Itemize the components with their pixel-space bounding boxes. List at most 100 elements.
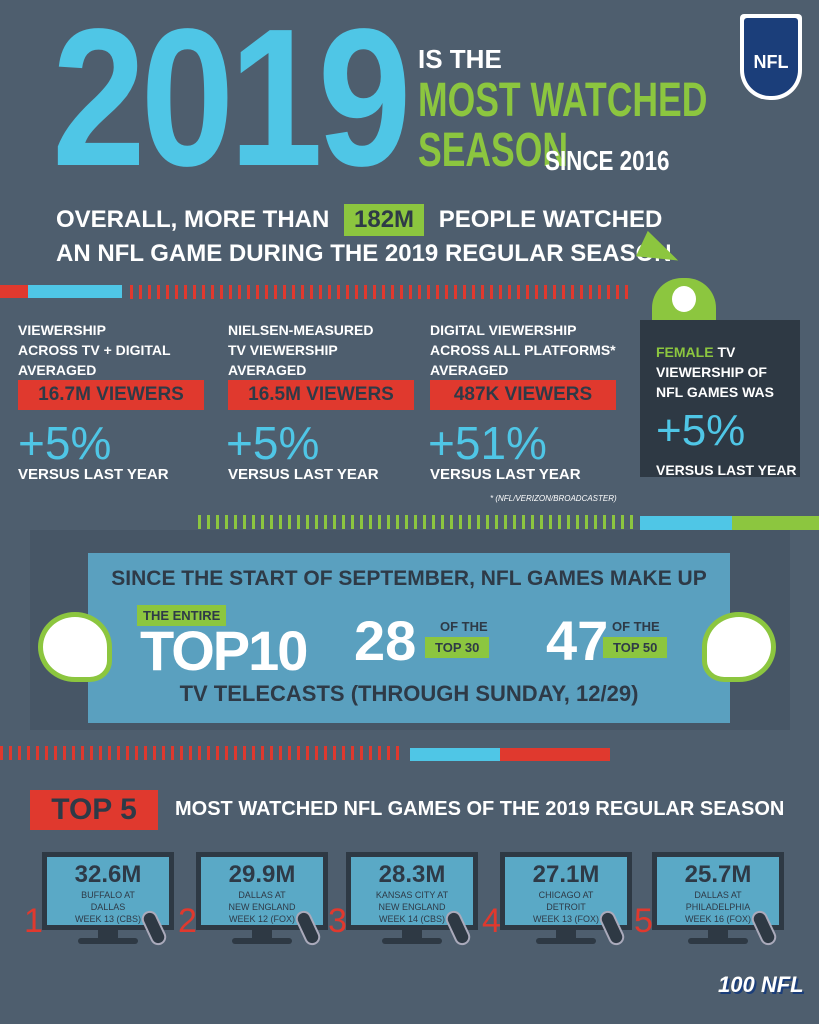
nfl-logo-text: NFL (744, 18, 798, 96)
divider-ticks (198, 515, 634, 529)
telecasts-band: SINCE THE START OF SEPTEMBER, NFL GAMES … (88, 553, 730, 723)
game-rank: 1 (24, 902, 43, 940)
game-viewers: 27.1M (532, 861, 600, 888)
tv-base (536, 938, 596, 944)
versus-label: VERSUS LAST YEAR (228, 466, 379, 483)
top30-count: 28 (354, 609, 417, 672)
divider-stripe (732, 516, 819, 530)
helmet-icon-left (38, 612, 112, 682)
change-value: +5% (226, 417, 320, 469)
tv-card: 25.7M DALLAS AT PHILADELPHIA WEEK 16 (FO… (634, 852, 784, 952)
stat-label: ACROSS TV + DIGITAL (18, 342, 171, 358)
top50-count: 47 (546, 609, 609, 672)
top5-badge: TOP 5 (30, 790, 158, 830)
game-rank: 2 (178, 902, 197, 940)
tv-base (78, 938, 138, 944)
year-title: 2019 (52, 0, 412, 207)
summary-line-1: OVERALL, MORE THAN 182M PEOPLE WATCHED (56, 204, 662, 236)
summary-highlight: 182M (344, 204, 425, 236)
game-week: WEEK 13 (CBS) (74, 914, 141, 924)
change-value: +51% (428, 417, 547, 469)
helmet-icon-right (702, 612, 776, 682)
divider-stripe (28, 285, 122, 298)
tv-card: 28.3M KANSAS CITY AT NEW ENGLAND WEEK 14… (328, 852, 478, 952)
season-text: SEASON (418, 124, 569, 177)
divider-ticks (0, 746, 405, 760)
viewers-badge: 16.5M VIEWERS (228, 380, 414, 410)
tv-stand (252, 930, 272, 938)
game-matchup: CHICAGO AT (538, 890, 594, 900)
female-versus: VERSUS LAST YEAR (656, 462, 797, 478)
tv-base (382, 938, 442, 944)
game-viewers: 29.9M (228, 861, 296, 888)
game-rank: 5 (634, 902, 653, 940)
game-week: WEEK 16 (FOX) (684, 914, 751, 924)
tv-stand (98, 930, 118, 938)
game-week: WEEK 14 (CBS) (378, 914, 445, 924)
band-headline: SINCE THE START OF SEPTEMBER, NFL GAMES … (111, 567, 707, 590)
tv-stand (556, 930, 576, 938)
stat-label: ACROSS ALL PLATFORMS* (430, 342, 616, 358)
female-label: TV (717, 344, 736, 360)
game-viewers: 32.6M (74, 861, 142, 888)
tv-screen: 27.1M CHICAGO AT DETROIT WEEK 13 (FOX) (505, 857, 627, 925)
nfl-100-logo: 100 NFL (718, 966, 804, 1000)
tv-card: 29.9M DALLAS AT NEW ENGLAND WEEK 12 (FOX… (178, 852, 328, 952)
game-rank: 4 (482, 902, 501, 940)
divider-stripe (500, 748, 610, 761)
game-matchup: KANSAS CITY AT (375, 890, 449, 900)
game-matchup: PHILADELPHIA (685, 902, 751, 912)
stat-label: AVERAGED (228, 362, 307, 378)
divider-stripe (410, 748, 500, 761)
top30-badge: TOP 30 (425, 637, 490, 658)
female-change: +5% (656, 406, 746, 455)
top50-badge: TOP 50 (603, 637, 668, 658)
tv-stand (402, 930, 422, 938)
tv-base (688, 938, 748, 944)
game-matchup: DALLAS AT (238, 890, 286, 900)
band-footer: TV TELECASTS (THROUGH SUNDAY, 12/29) (179, 681, 639, 706)
game-week: WEEK 13 (FOX) (532, 914, 599, 924)
fan-flag-icon (635, 230, 716, 330)
change-value: +5% (18, 417, 112, 469)
stat-label: NIELSEN-MEASURED (228, 322, 374, 338)
female-label: VIEWERSHIP OF (656, 364, 767, 380)
game-week: WEEK 12 (FOX) (228, 914, 295, 924)
versus-label: VERSUS LAST YEAR (430, 466, 581, 483)
versus-label: VERSUS LAST YEAR (18, 466, 169, 483)
viewers-badge: 487K VIEWERS (430, 380, 616, 410)
stat-label: AVERAGED (430, 362, 509, 378)
tv-card: 27.1M CHICAGO AT DETROIT WEEK 13 (FOX) 4 (482, 852, 632, 952)
of-the-label: OF THE (612, 619, 660, 634)
game-matchup: NEW ENGLAND (228, 902, 296, 912)
viewers-badge: 16.7M VIEWERS (18, 380, 204, 410)
footnote: * (NFL/VERIZON/BROADCASTER) (490, 494, 617, 503)
game-matchup: DALLAS AT (694, 890, 742, 900)
female-panel: FEMALE TV VIEWERSHIP OF NFL GAMES WAS +5… (640, 320, 800, 478)
is-the-text: IS THE (418, 44, 502, 74)
entire-badge: THE ENTIRE (137, 605, 227, 626)
summary-post: PEOPLE WATCHED (438, 206, 663, 233)
tv-stand (708, 930, 728, 938)
female-label: NFL GAMES WAS (656, 384, 774, 400)
game-matchup: DALLAS (90, 902, 126, 912)
summary-line-2: AN NFL GAME DURING THE 2019 REGULAR SEAS… (56, 240, 672, 267)
top5-title: MOST WATCHED NFL GAMES OF THE 2019 REGUL… (175, 798, 785, 820)
tv-card: 32.6M BUFFALO AT DALLAS WEEK 13 (CBS) 1 (24, 852, 174, 952)
divider-stripe (640, 516, 732, 530)
divider-ticks (130, 285, 630, 299)
game-viewers: 25.7M (684, 861, 752, 888)
summary-pre: OVERALL, MORE THAN (56, 206, 330, 233)
top10-text: TOP10 (140, 619, 308, 682)
stat-label: AVERAGED (18, 362, 97, 378)
stat-label: TV VIEWERSHIP (228, 342, 338, 358)
nfl-100-text: 100 NFL (718, 972, 804, 997)
tv-base (232, 938, 292, 944)
stat-label: VIEWERSHIP (18, 322, 106, 338)
divider-stripe (0, 285, 28, 298)
game-viewers: 28.3M (378, 861, 446, 888)
game-rank: 3 (328, 902, 347, 940)
stat-label: DIGITAL VIEWERSHIP (430, 322, 577, 338)
female-highlight: FEMALE (656, 344, 714, 360)
game-matchup: DETROIT (546, 902, 586, 912)
